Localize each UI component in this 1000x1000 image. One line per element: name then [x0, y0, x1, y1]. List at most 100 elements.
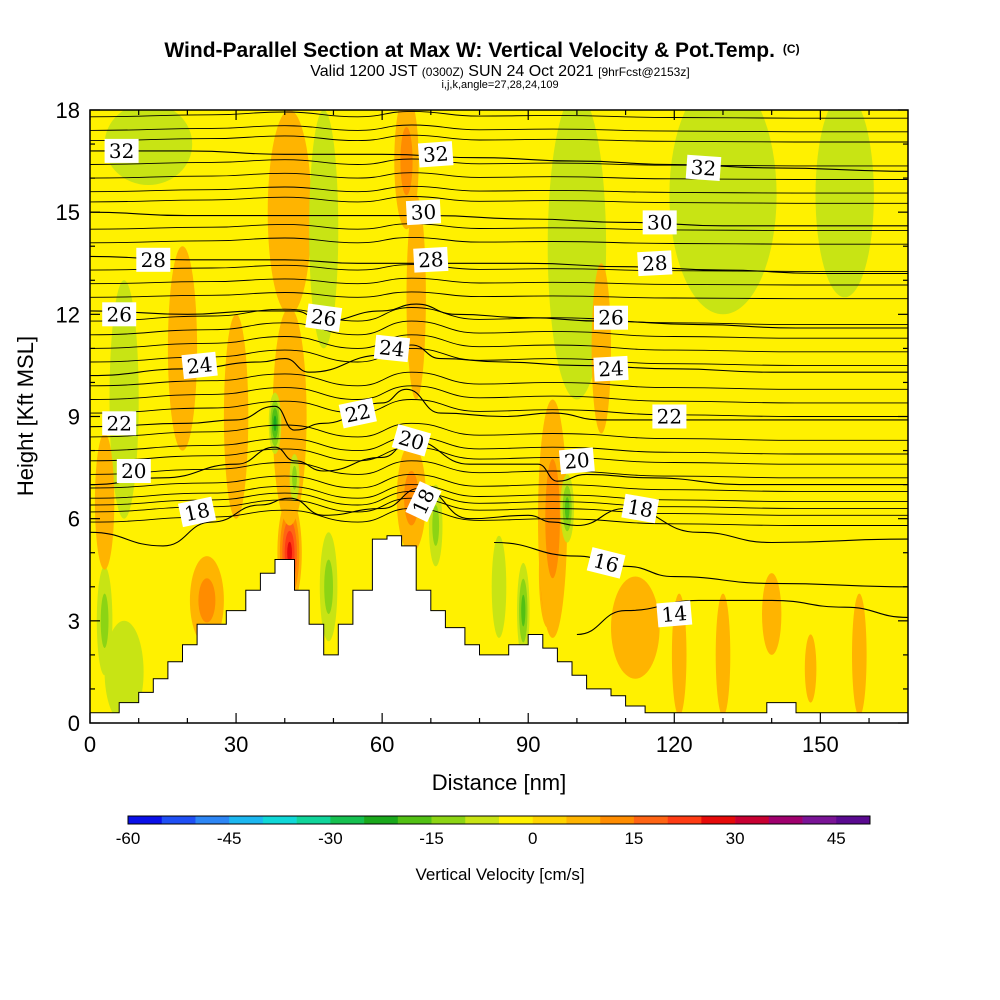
colorbar-swatch: [667, 816, 702, 824]
theta-contour: [90, 497, 908, 516]
colorbar-tick-label: 0: [528, 829, 537, 848]
y-tick-label: 6: [68, 507, 80, 532]
velocity-cell: [762, 573, 782, 655]
colorbar-swatch: [768, 816, 803, 824]
theta-contour: [90, 446, 908, 465]
velocity-band: [167, 246, 198, 451]
contour-label-box: [102, 302, 137, 327]
contour-label-text: 22: [106, 411, 131, 435]
colorbar-swatch: [532, 816, 567, 824]
velocity-cell: [104, 620, 144, 723]
velocity-band: [309, 110, 339, 349]
velocity-cell: [394, 110, 419, 230]
velocity-cell: [406, 195, 426, 400]
colorbar-swatch: [566, 816, 601, 824]
contour-label: 26: [594, 305, 628, 330]
velocity-cell: [223, 314, 249, 519]
theta-contour: [90, 473, 908, 492]
velocity-band: [547, 110, 607, 400]
contour-label: 22: [102, 411, 137, 436]
theta-contour: [90, 291, 908, 300]
contour-label: 30: [642, 210, 677, 235]
contour-label-box: [413, 246, 449, 273]
velocity-band: [198, 578, 216, 623]
contour-label-text: 20: [563, 448, 590, 474]
contour-label-box: [405, 481, 442, 523]
x-tick-label: 30: [224, 732, 248, 757]
colorbar-swatch: [431, 816, 466, 824]
theta-contour-16: [494, 541, 908, 588]
velocity-band: [100, 593, 109, 648]
velocity-band: [324, 559, 333, 614]
colorbar-swatch: [701, 816, 736, 824]
theta-contour: [90, 422, 908, 441]
contour-label-text: 16: [591, 548, 622, 577]
theta-contour: [90, 490, 908, 509]
velocity-cell: [319, 532, 338, 642]
velocity-band: [287, 541, 292, 564]
colorbar-swatch: [836, 816, 871, 824]
contour-label-box: [558, 447, 595, 475]
theta-contour: [90, 507, 908, 526]
colorbar-swatch: [397, 816, 432, 824]
contour-label: 24: [593, 355, 629, 382]
colorbar-tick-label: 15: [624, 829, 643, 848]
colorbar-tick-label: -45: [217, 829, 242, 848]
axes: 0 30 60 90 120 150 0 3 6 9 12 15 18: [56, 98, 908, 757]
x-tick-label: 90: [516, 732, 540, 757]
contour-label-text: 32: [422, 141, 449, 167]
theta-contour: [90, 334, 908, 353]
contour-label-box: [338, 397, 377, 429]
contour-label-text: 18: [626, 494, 655, 522]
contour-label: 32: [417, 141, 454, 168]
x-tick-label: 120: [656, 732, 693, 757]
contour-label-text: 14: [661, 601, 688, 627]
velocity-band: [273, 415, 277, 431]
velocity-band: [521, 594, 526, 627]
colorbar-swatch: [364, 816, 399, 824]
colorbar-tick-label: -30: [318, 829, 343, 848]
y-tick-label: 18: [56, 98, 80, 123]
chart-title: Wind-Parallel Section at Max W: Vertical…: [164, 39, 799, 62]
contour-label-box: [104, 138, 139, 163]
contour-label: 14: [656, 600, 693, 628]
theta-contour-18: [90, 487, 908, 547]
velocity-cell: [267, 110, 312, 315]
colorbar-swatch: [195, 816, 230, 824]
velocity-band: [406, 195, 426, 400]
colorbar-swatch: [735, 816, 770, 824]
contour-label-text: 26: [309, 304, 338, 331]
theta-contour: [90, 320, 908, 339]
contour-label-box: [594, 305, 628, 330]
contour-label: 26: [102, 302, 137, 327]
theta-contour-30: [90, 211, 908, 227]
contour-label: 20: [558, 447, 595, 475]
contour-label-text: 28: [417, 247, 444, 272]
velocity-cell: [289, 454, 300, 502]
contour-label-box: [305, 303, 343, 332]
theta-contour-26: [90, 303, 908, 329]
contour-label-text: 32: [109, 139, 134, 163]
contour-label-box: [177, 496, 217, 528]
velocity-cell: [167, 246, 198, 451]
theta-contour: [90, 277, 908, 286]
chart-subtitle-line3: i,j,k,angle=27,28,24,109: [441, 79, 558, 91]
contour-label-box: [642, 210, 677, 235]
contour-label-box: [102, 411, 137, 436]
velocity-cell: [309, 110, 339, 349]
velocity-band: [432, 505, 440, 546]
velocity-cell: [94, 433, 115, 570]
theta-contour-20: [90, 439, 908, 486]
velocity-field: [94, 110, 874, 723]
contour-label-text: 18: [182, 498, 212, 527]
contour-label-box: [417, 141, 454, 168]
contour-label-text: 26: [598, 306, 623, 330]
velocity-band: [815, 110, 874, 298]
velocity-band: [804, 634, 817, 703]
velocity-cell: [815, 110, 874, 298]
contour-label-text: 20: [121, 459, 146, 483]
contour-label-text: 28: [641, 251, 668, 276]
colorbar-swatch: [262, 816, 297, 824]
